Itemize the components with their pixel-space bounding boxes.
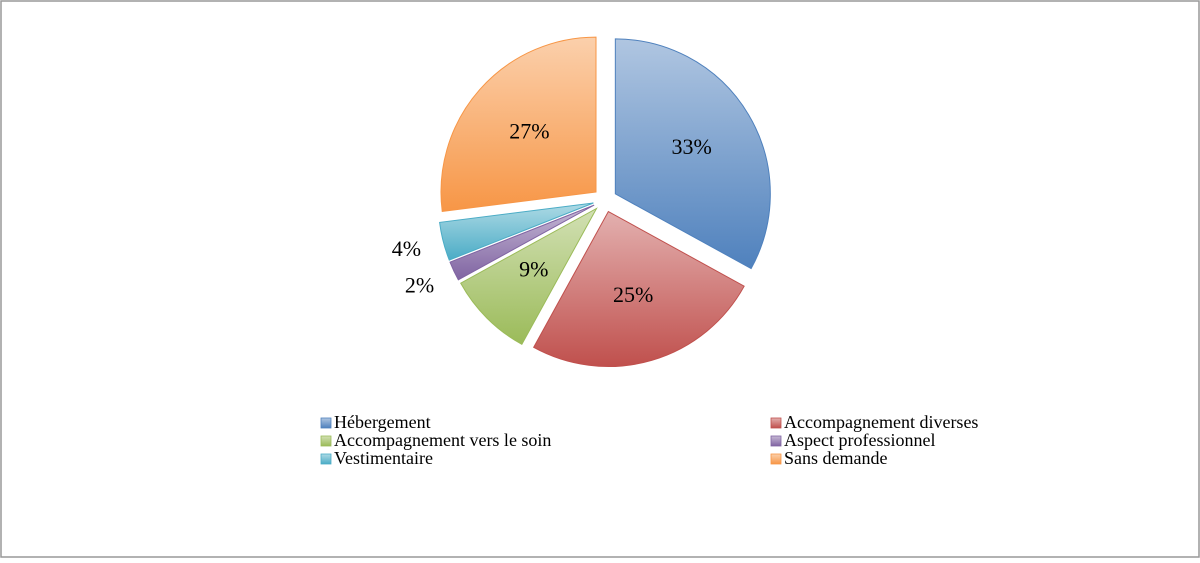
pie-slice (440, 36, 597, 213)
value-label: 2% (405, 272, 434, 297)
legend-swatch (770, 435, 782, 447)
legend-swatch (770, 417, 782, 429)
legend-swatch (320, 435, 332, 447)
legend-label: Aspect professionnel (784, 430, 935, 450)
legend-label: Vestimentaire (334, 448, 433, 468)
legend-label: Accompagnement vers le soin (334, 430, 551, 450)
pie-slice (449, 204, 595, 281)
pie-slice (614, 38, 771, 270)
pie-slice (439, 202, 594, 261)
legend-swatch (320, 417, 332, 429)
legend-label: Accompagnement diverses (784, 412, 978, 432)
legend-label: Sans demande (784, 448, 887, 468)
value-label: 33% (672, 134, 712, 159)
value-label: 4% (392, 236, 421, 261)
value-label: 25% (613, 282, 653, 307)
legend-label: Hébergement (334, 412, 431, 432)
value-label: 27% (509, 118, 549, 143)
pie-slice (532, 210, 745, 367)
pie-slice (460, 207, 598, 345)
legend-swatch (320, 453, 332, 465)
legend-swatch (770, 453, 782, 465)
value-label: 9% (519, 256, 548, 281)
